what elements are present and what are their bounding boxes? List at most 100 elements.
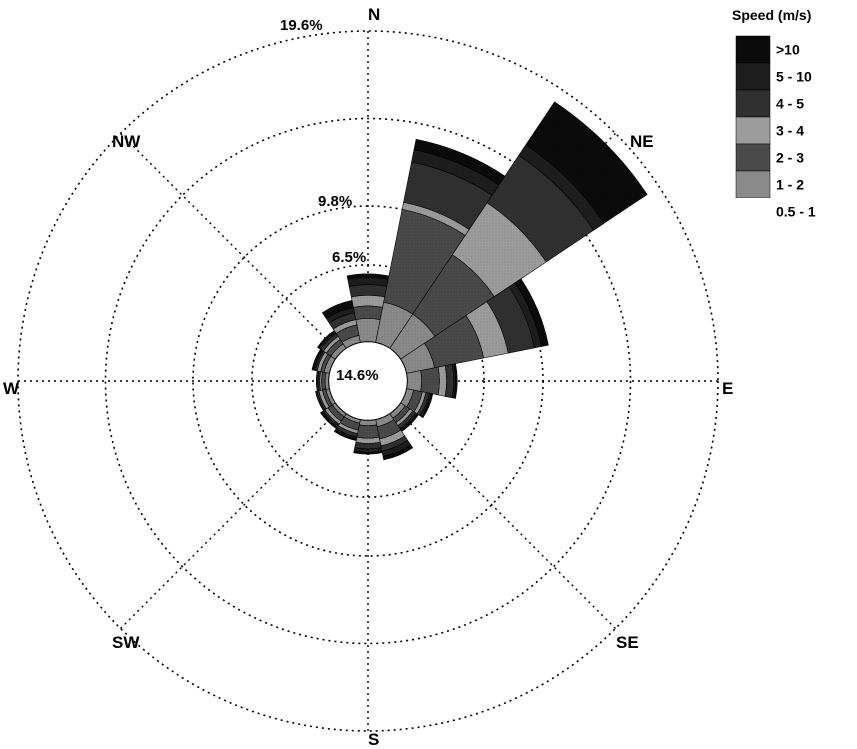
- sector-texture-337.5-bin-1: [342, 335, 361, 349]
- grid-ring-1: [251, 264, 485, 498]
- sector-texture-202.5-bin-4: [336, 425, 358, 438]
- sector-texture-292.5-bin-3: [317, 352, 328, 372]
- sector-texture-0-bin-4: [349, 284, 387, 297]
- ring-label-middle: 9.8%: [318, 193, 352, 210]
- sector-texture-202.5-bin-1: [344, 413, 361, 424]
- sector-texture-315-bin-2: [326, 339, 344, 357]
- sector-texture-225-bin-1: [332, 402, 347, 417]
- sector-texture-292.5-bin-1: [324, 356, 336, 374]
- sector-texture-90-bin-1: [406, 370, 422, 392]
- sector-texture-22.5-bin-6: [413, 139, 505, 186]
- sector-texture-225-bin-2: [327, 404, 345, 422]
- legend-swatch-6: [736, 198, 770, 225]
- sector-texture-337.5-bin-2: [336, 324, 359, 343]
- sector-texture-67.5-bin-3: [465, 301, 509, 359]
- grid-ring-3: [104, 117, 632, 645]
- sector-texture-270-bin-1: [325, 372, 330, 390]
- legend-label-3: 3 - 4: [776, 123, 804, 139]
- sector-texture-112.5-bin-2: [406, 390, 423, 412]
- sector-texture-0-bin-6: [347, 273, 389, 280]
- legend-label-4: 2 - 3: [776, 150, 804, 166]
- sector-texture-247.5-bin-3: [318, 390, 330, 409]
- sector-texture-180-bin-1: [359, 419, 377, 426]
- sector-texture-67.5-bin-5: [509, 282, 542, 348]
- calm-circle: [328, 341, 408, 421]
- sector-texture-292.5-bin-6: [311, 349, 322, 371]
- ring-label-outer: 19.6%: [280, 17, 323, 34]
- sector-texture-157.5-bin-6: [382, 444, 413, 460]
- sector-texture-247.5-bin-2: [322, 389, 333, 407]
- sector-texture-315-bin-3: [323, 336, 341, 354]
- sector-texture-135-bin-4: [397, 410, 416, 429]
- grid-spoke-315: [120, 133, 369, 382]
- legend: Speed (m/s) >10 5 - 10 4 - 5 3 - 4 2 - 3 1 - …: [732, 7, 816, 225]
- sector-texture-0-bin-1: [355, 318, 381, 343]
- direction-label-sw: SW: [112, 633, 140, 652]
- direction-label-s: S: [368, 730, 379, 749]
- sector-texture-315-bin-1: [330, 343, 347, 360]
- sector-texture-0-bin-2: [353, 305, 383, 320]
- sector-texture-45-bin-5: [518, 144, 605, 231]
- sector-texture-337.5-bin-4: [329, 312, 356, 330]
- sector-texture-112.5-bin-1: [400, 388, 414, 407]
- sector-texture-337.5-bin-3: [333, 319, 357, 334]
- ring-label-inner: 6.5%: [332, 249, 366, 266]
- sector-texture-67.5-bin-4: [486, 286, 535, 354]
- sector-texture-67.5-bin-6: [514, 278, 549, 347]
- legend-title: Speed (m/s): [732, 7, 811, 23]
- polar-grid: [17, 30, 719, 732]
- sector-texture-225-bin-3: [324, 407, 342, 425]
- sector-texture-157.5-bin-2: [377, 419, 401, 439]
- sector-texture-22.5-bin-1: [375, 302, 413, 349]
- direction-label-se: SE: [616, 633, 639, 652]
- sector-texture-292.5-bin-5: [313, 350, 324, 371]
- sector-texture-157.5-bin-4: [380, 435, 408, 452]
- sector-texture-112.5-bin-3: [414, 391, 426, 414]
- sector-texture-202.5-bin-3: [338, 422, 359, 434]
- sector-texture-315-bin-4: [320, 333, 339, 352]
- sector-texture-270-bin-2: [321, 371, 326, 391]
- direction-label-e: E: [722, 379, 733, 398]
- sector-texture-112.5-bin-6: [421, 393, 433, 418]
- legend-swatch-5: [735, 170, 771, 199]
- grid-spoke-135: [367, 380, 616, 629]
- sector-texture-90-bin-3: [438, 365, 447, 397]
- sector-texture-202.5-bin-2: [340, 416, 360, 431]
- legend-label-5: 1 - 2: [776, 177, 804, 193]
- sector-texture-180-bin-4: [354, 442, 382, 449]
- legend-swatch-1: [735, 62, 771, 91]
- sector-texture-45-bin-2: [412, 254, 495, 337]
- sector-texture-157.5-bin-3: [379, 429, 405, 446]
- legend-label-2: 4 - 5: [776, 96, 804, 112]
- sector-texture-270-bin-4: [317, 371, 321, 391]
- sector-texture-45-bin-4: [487, 155, 594, 262]
- sector-texture-67.5-bin-1: [400, 343, 435, 374]
- legend-swatch-0: [735, 35, 771, 64]
- legend-label-0: >10: [776, 42, 800, 58]
- sector-texture-67.5-bin-2: [424, 315, 484, 368]
- direction-label-n: N: [368, 5, 380, 24]
- sector-texture-45-bin-3: [452, 202, 547, 297]
- sector-texture-90-bin-2: [420, 367, 440, 395]
- sector-texture-22.5-bin-5: [411, 149, 499, 196]
- sector-texture-292.5-bin-2: [320, 354, 331, 373]
- legend-label-6: 0.5 - 1: [776, 204, 816, 220]
- sector-texture-112.5-bin-4: [416, 392, 430, 416]
- calm-disc: [328, 341, 408, 421]
- direction-label-w: W: [3, 379, 20, 398]
- sector-texture-180-bin-3: [355, 437, 381, 444]
- sector-texture-337.5-bin-6: [322, 300, 354, 319]
- wind-sectors: [311, 101, 648, 461]
- legend-swatch-3: [735, 116, 771, 145]
- sector-texture-202.5-bin-5: [335, 428, 357, 439]
- sector-texture-157.5-bin-5: [381, 440, 411, 457]
- sector-texture-202.5-bin-6: [334, 429, 357, 441]
- sector-texture-247.5-bin-1: [325, 388, 336, 405]
- legend-swatch-2: [735, 89, 771, 118]
- sector-texture-337.5-bin-5: [326, 307, 355, 324]
- sector-texture-90-bin-4: [445, 364, 454, 398]
- sector-texture-270-bin-5: [316, 370, 319, 392]
- sector-texture-22.5-bin-2: [383, 209, 466, 315]
- sector-texture-22.5-bin-3: [402, 202, 470, 236]
